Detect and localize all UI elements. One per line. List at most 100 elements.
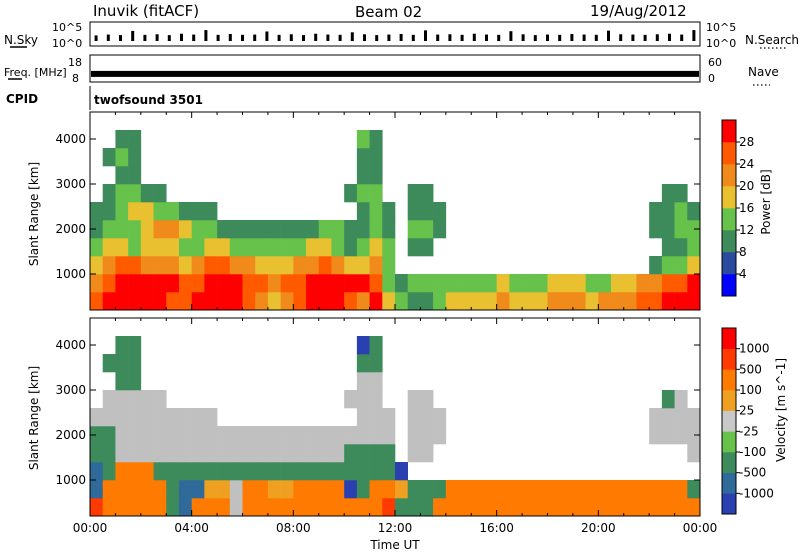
heatmap-cell (420, 390, 434, 409)
heatmap-cell (229, 426, 243, 445)
heatmap-cell (395, 498, 409, 517)
heatmap-cell (356, 408, 370, 427)
heatmap-cell (267, 274, 281, 293)
heatmap-cell (483, 498, 497, 517)
heatmap-cell (687, 238, 701, 257)
noise-right-tick-bottom: 10^0 (706, 37, 736, 50)
heatmap-cell (242, 480, 256, 499)
heatmap-cell (128, 166, 142, 185)
colorbar-tick-label: 25 (739, 404, 754, 418)
velocity-x-label: Time UT (369, 538, 420, 552)
heatmap-cell (433, 202, 447, 221)
heatmap-cell (331, 220, 345, 239)
heatmap-cell (153, 426, 167, 445)
heatmap-cell (687, 426, 701, 445)
heatmap-cell (458, 274, 472, 293)
heatmap-cell (90, 220, 104, 239)
heatmap-cell (280, 238, 294, 257)
heatmap-cell (331, 238, 345, 257)
heatmap-cell (115, 202, 129, 221)
heatmap-cell (128, 372, 142, 391)
heatmap-cell (293, 292, 307, 311)
heatmap-cell (407, 426, 421, 445)
heatmap-cell (356, 292, 370, 311)
heatmap-cell (522, 498, 536, 517)
velocity-heatmap (90, 336, 701, 517)
heatmap-cell (369, 166, 383, 185)
heatmap-cell (687, 498, 701, 517)
heatmap-cell (306, 292, 320, 311)
heatmap-cell (128, 256, 142, 275)
heatmap-cell (407, 444, 421, 463)
heatmap-cell (407, 480, 421, 499)
heatmap-cell (534, 498, 548, 517)
heatmap-cell (687, 256, 701, 275)
colorbar-segment (722, 410, 736, 432)
heatmap-cell (445, 274, 459, 293)
heatmap-cell (140, 462, 154, 481)
colorbar-tick-label: 500 (739, 362, 762, 376)
heatmap-cell (433, 498, 447, 517)
heatmap-cell (369, 148, 383, 167)
heatmap-cell (115, 372, 129, 391)
heatmap-cell (242, 462, 256, 481)
colorbar-tick-label: -25 (739, 424, 759, 438)
heatmap-cell (420, 426, 434, 445)
heatmap-cell (128, 354, 142, 373)
heatmap-cell (509, 274, 523, 293)
heatmap-cell (242, 292, 256, 311)
heatmap-cell (598, 480, 612, 499)
heatmap-cell (280, 462, 294, 481)
heatmap-cell (191, 408, 205, 427)
heatmap-cell (178, 480, 192, 499)
heatmap-cell (382, 256, 396, 275)
heatmap-cell (191, 498, 205, 517)
heatmap-cell (496, 480, 510, 499)
colorbar-tick-label: 100 (739, 383, 762, 397)
heatmap-cell (204, 292, 218, 311)
heatmap-cell (293, 256, 307, 275)
heatmap-cell (318, 238, 332, 257)
heatmap-cell (471, 274, 485, 293)
heatmap-cell (369, 130, 383, 149)
heatmap-cell (674, 498, 688, 517)
heatmap-cell (572, 274, 586, 293)
heatmap-cell (471, 292, 485, 311)
heatmap-cell (128, 274, 142, 293)
heatmap-cell (204, 274, 218, 293)
heatmap-cell (369, 292, 383, 311)
power-colorbar-label: Power [dB] (759, 169, 773, 234)
heatmap-cell (356, 336, 370, 355)
heatmap-cell (649, 408, 663, 427)
heatmap-cell (191, 462, 205, 481)
heatmap-cell (128, 202, 142, 221)
heatmap-cell (280, 498, 294, 517)
heatmap-cell (102, 390, 116, 409)
heatmap-cell (661, 238, 675, 257)
heatmap-cell (509, 480, 523, 499)
heatmap-cell (128, 444, 142, 463)
power-y-label: Slant Range [km] (27, 162, 41, 266)
noise-right-label: N.Search (745, 33, 799, 47)
heatmap-cell (191, 274, 205, 293)
heatmap-cell (178, 498, 192, 517)
y-tick-label: 4000 (55, 132, 86, 146)
heatmap-cell (293, 462, 307, 481)
colorbar-tick-label: 24 (739, 157, 754, 171)
heatmap-cell (471, 480, 485, 499)
heatmap-cell (255, 480, 269, 499)
heatmap-cell (356, 238, 370, 257)
velocity-y-axis: 1000 2000 3000 4000 (55, 338, 700, 487)
heatmap-cell (204, 480, 218, 499)
heatmap-cell (128, 480, 142, 499)
heatmap-cell (407, 220, 421, 239)
heatmap-cell (382, 408, 396, 427)
heatmap-cell (293, 444, 307, 463)
heatmap-cell (293, 498, 307, 517)
heatmap-cell (369, 220, 383, 239)
heatmap-cell (153, 292, 167, 311)
heatmap-cell (407, 238, 421, 257)
noise-right-tick-top: 10^5 (706, 21, 736, 34)
heatmap-cell (661, 292, 675, 311)
heatmap-cell (661, 480, 675, 499)
